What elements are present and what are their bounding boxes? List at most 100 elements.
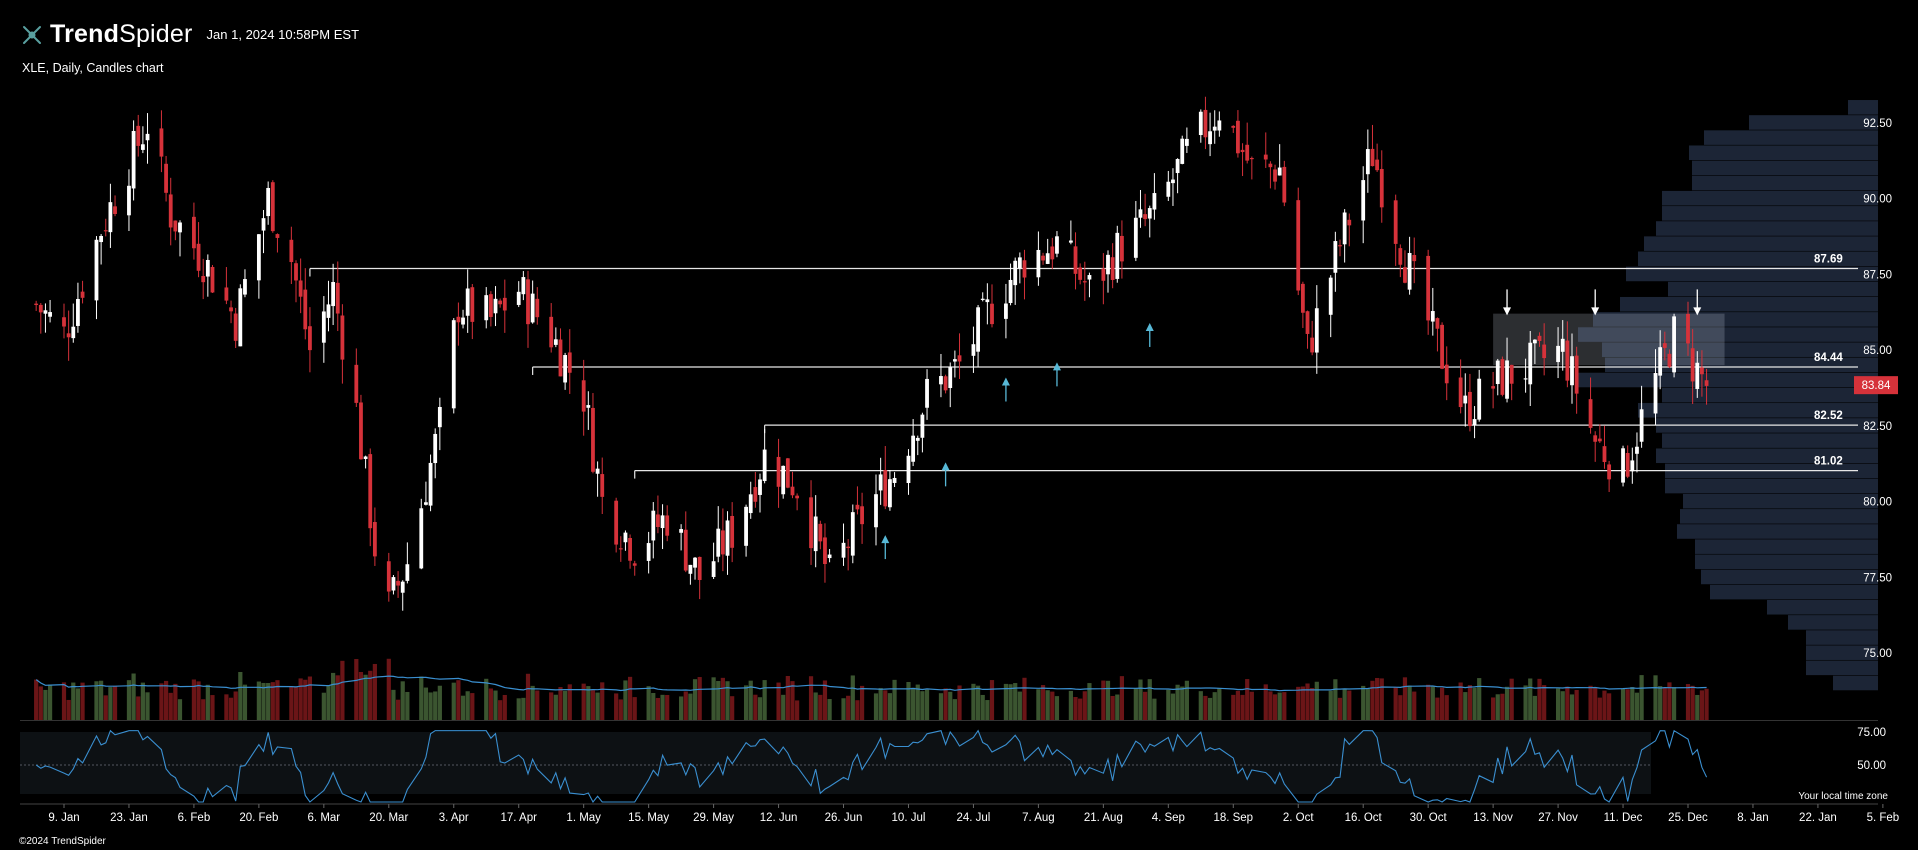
time-tick-label: 23. Jan [110, 812, 148, 824]
candle-body [136, 125, 141, 146]
candle-body [1273, 169, 1277, 182]
candle-body [80, 291, 85, 298]
volume-bar [753, 694, 758, 720]
candle-body [1398, 248, 1403, 265]
candle-body [1147, 208, 1152, 219]
candle-body [456, 316, 461, 323]
volume-bar [1101, 680, 1106, 720]
candle-body [145, 133, 150, 141]
arrow-up-icon [1145, 322, 1154, 331]
volume-bar [196, 681, 201, 720]
candle-body [915, 437, 920, 441]
volume-bar [173, 683, 178, 720]
volume-profile-bar [1695, 539, 1878, 554]
volume-profile-bar [1644, 236, 1878, 251]
candle-body [1249, 157, 1254, 160]
candle-body [201, 276, 206, 283]
volume-bar [400, 681, 405, 720]
candle-body [1597, 438, 1602, 442]
volume-bar [99, 680, 104, 720]
candle-body [1036, 249, 1041, 278]
candle-body [437, 406, 442, 428]
time-tick-label: 24. Jul [956, 812, 990, 824]
volume-bar [340, 660, 345, 720]
time-tick-label: 20. Feb [239, 812, 278, 824]
candle-body [1282, 166, 1287, 203]
brand-name[interactable]: TrendSpider [50, 20, 193, 48]
candle-body [372, 522, 377, 557]
timezone-label[interactable]: Your local time zone [1798, 791, 1888, 802]
time-tick-label: 4. Sep [1152, 812, 1185, 824]
candle-body [1658, 347, 1663, 376]
volume-bar [1565, 686, 1570, 720]
candle-body [1505, 360, 1509, 399]
volume-bar [368, 670, 373, 720]
volume-bar [1175, 684, 1180, 720]
candle-body [433, 433, 438, 464]
candle-body [790, 486, 795, 496]
volume-bar [1699, 690, 1705, 720]
volume-bar [289, 686, 294, 720]
candle-body [1704, 380, 1709, 386]
volume-bar [1082, 691, 1087, 720]
time-axis[interactable]: 9. Jan 23. Jan 6. Feb 20. Feb 6. Mar 20. Mar 3… [20, 803, 1918, 824]
candle-body [233, 313, 238, 341]
volume-profile-bar [1668, 281, 1878, 297]
volume-bar [228, 697, 234, 720]
volume-bar [1430, 686, 1435, 720]
candle-body [980, 298, 985, 300]
candle-body [1444, 364, 1449, 384]
candles[interactable] [34, 96, 1709, 611]
volume-bar [1607, 693, 1612, 720]
candle-body [906, 455, 911, 484]
candle-body [1430, 311, 1435, 322]
volume-bar [553, 694, 558, 720]
candle-body [874, 494, 878, 528]
rsi-pane [20, 729, 1708, 804]
candle-body [920, 414, 925, 438]
volume-bar [1310, 687, 1315, 720]
volume-bar [354, 659, 359, 720]
last-price-label: 83.84 [1862, 380, 1891, 392]
level-label: 87.69 [1814, 253, 1843, 265]
candle-body [1152, 193, 1157, 210]
volume-bar [395, 699, 401, 720]
volume-bar [75, 688, 81, 720]
symbol-line[interactable]: XLE, Daily, Candles chart [22, 61, 164, 75]
candle-body [196, 243, 201, 271]
volume-bar [549, 692, 554, 720]
volume-bar [1245, 679, 1250, 720]
volume-bar [1537, 678, 1542, 720]
volume-bar [1263, 684, 1268, 720]
volume-bar [530, 685, 535, 720]
candle-body [553, 339, 558, 345]
candle-body [1500, 359, 1505, 395]
candle-body [1602, 446, 1607, 463]
candle-body [1050, 246, 1055, 260]
volume-bar [743, 685, 749, 720]
price-tick-label: 75.00 [1863, 648, 1892, 660]
candle-body [1556, 345, 1560, 363]
volume-bar [535, 690, 540, 720]
candle-body [173, 220, 178, 232]
candle-body [419, 508, 424, 569]
volume-bar [210, 695, 215, 720]
volume-bar [841, 698, 846, 720]
volume-profile-bar [1602, 342, 1878, 357]
candle-body [1296, 200, 1301, 291]
candle-body [516, 291, 521, 305]
horizontal-levels[interactable]: 87.69 84.44 82.52 81.02 [309, 253, 1858, 479]
candle-body [354, 364, 359, 403]
volume-bar [586, 686, 591, 720]
volume-bar [108, 687, 113, 720]
volume-bar [1068, 690, 1073, 720]
volume-profile-bar [1701, 569, 1878, 585]
volume-bar [665, 694, 670, 720]
volume-bar [275, 680, 280, 720]
price-axis[interactable]: 75.00 77.50 80.00 82.50 85.00 87.50 90.00 92.50… [1854, 118, 1898, 772]
volume-bar [502, 694, 507, 720]
candle-body [1184, 138, 1189, 146]
volume-bar [1375, 677, 1380, 720]
candle-body [1403, 267, 1407, 283]
